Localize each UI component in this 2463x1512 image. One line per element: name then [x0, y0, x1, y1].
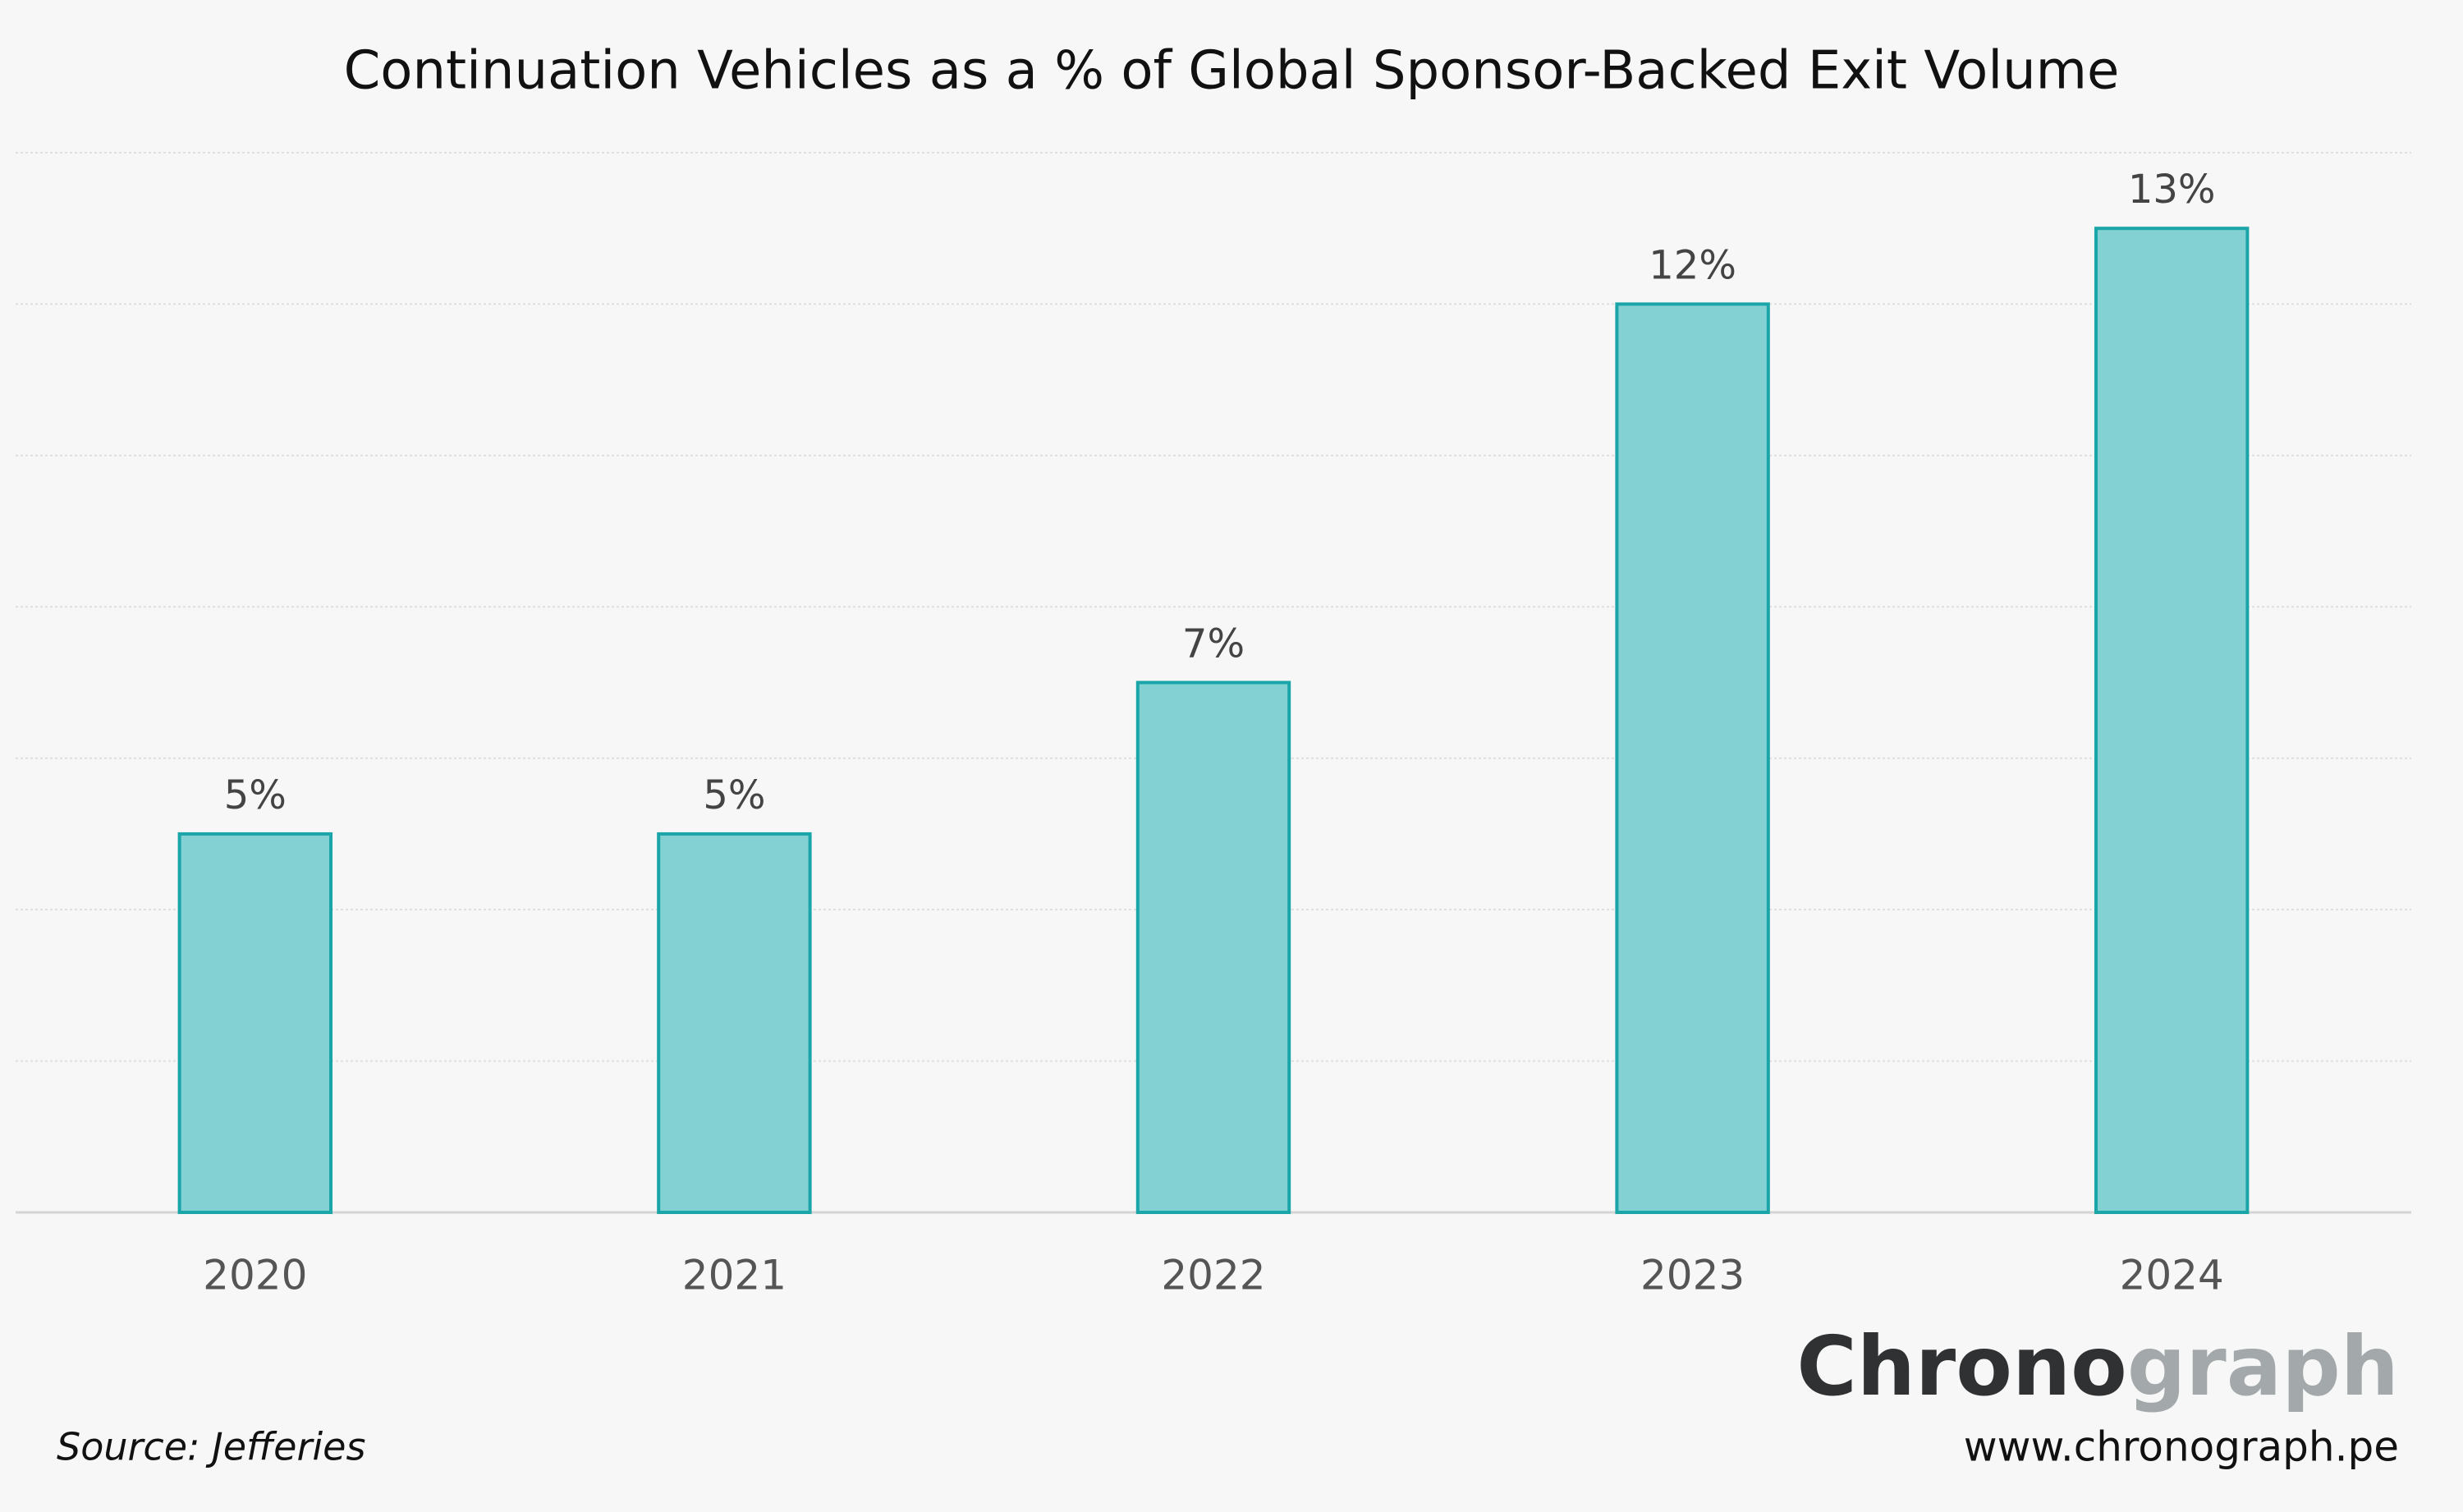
- value-label: 5%: [224, 772, 287, 818]
- x-tick-label: 2020: [203, 1252, 307, 1299]
- bar: [2094, 227, 2250, 1215]
- source: Source: Jefferies: [57, 1425, 365, 1469]
- x-tick-label: 2024: [2120, 1252, 2224, 1299]
- bar: [177, 832, 333, 1215]
- value-label: 5%: [703, 772, 765, 818]
- value-label: 13%: [2128, 167, 2216, 213]
- chart-title: Continuation Vehicles as a % of Global S…: [344, 41, 2120, 102]
- bar: [1615, 302, 1770, 1214]
- url: www.chronograph.pe: [1964, 1423, 2399, 1471]
- bar: [657, 832, 812, 1215]
- x-tick-label: 2021: [682, 1252, 787, 1299]
- x-tick-label: 2022: [1161, 1252, 1265, 1299]
- value-label: 12%: [1649, 242, 1736, 288]
- x-tick-label: 2023: [1640, 1252, 1745, 1299]
- bar: [1135, 680, 1291, 1214]
- logo-dark: Chrono: [1796, 1318, 2127, 1414]
- logo-light: graph: [2127, 1318, 2399, 1414]
- value-label: 7%: [1182, 621, 1245, 667]
- logo: Chronograph: [1796, 1318, 2399, 1414]
